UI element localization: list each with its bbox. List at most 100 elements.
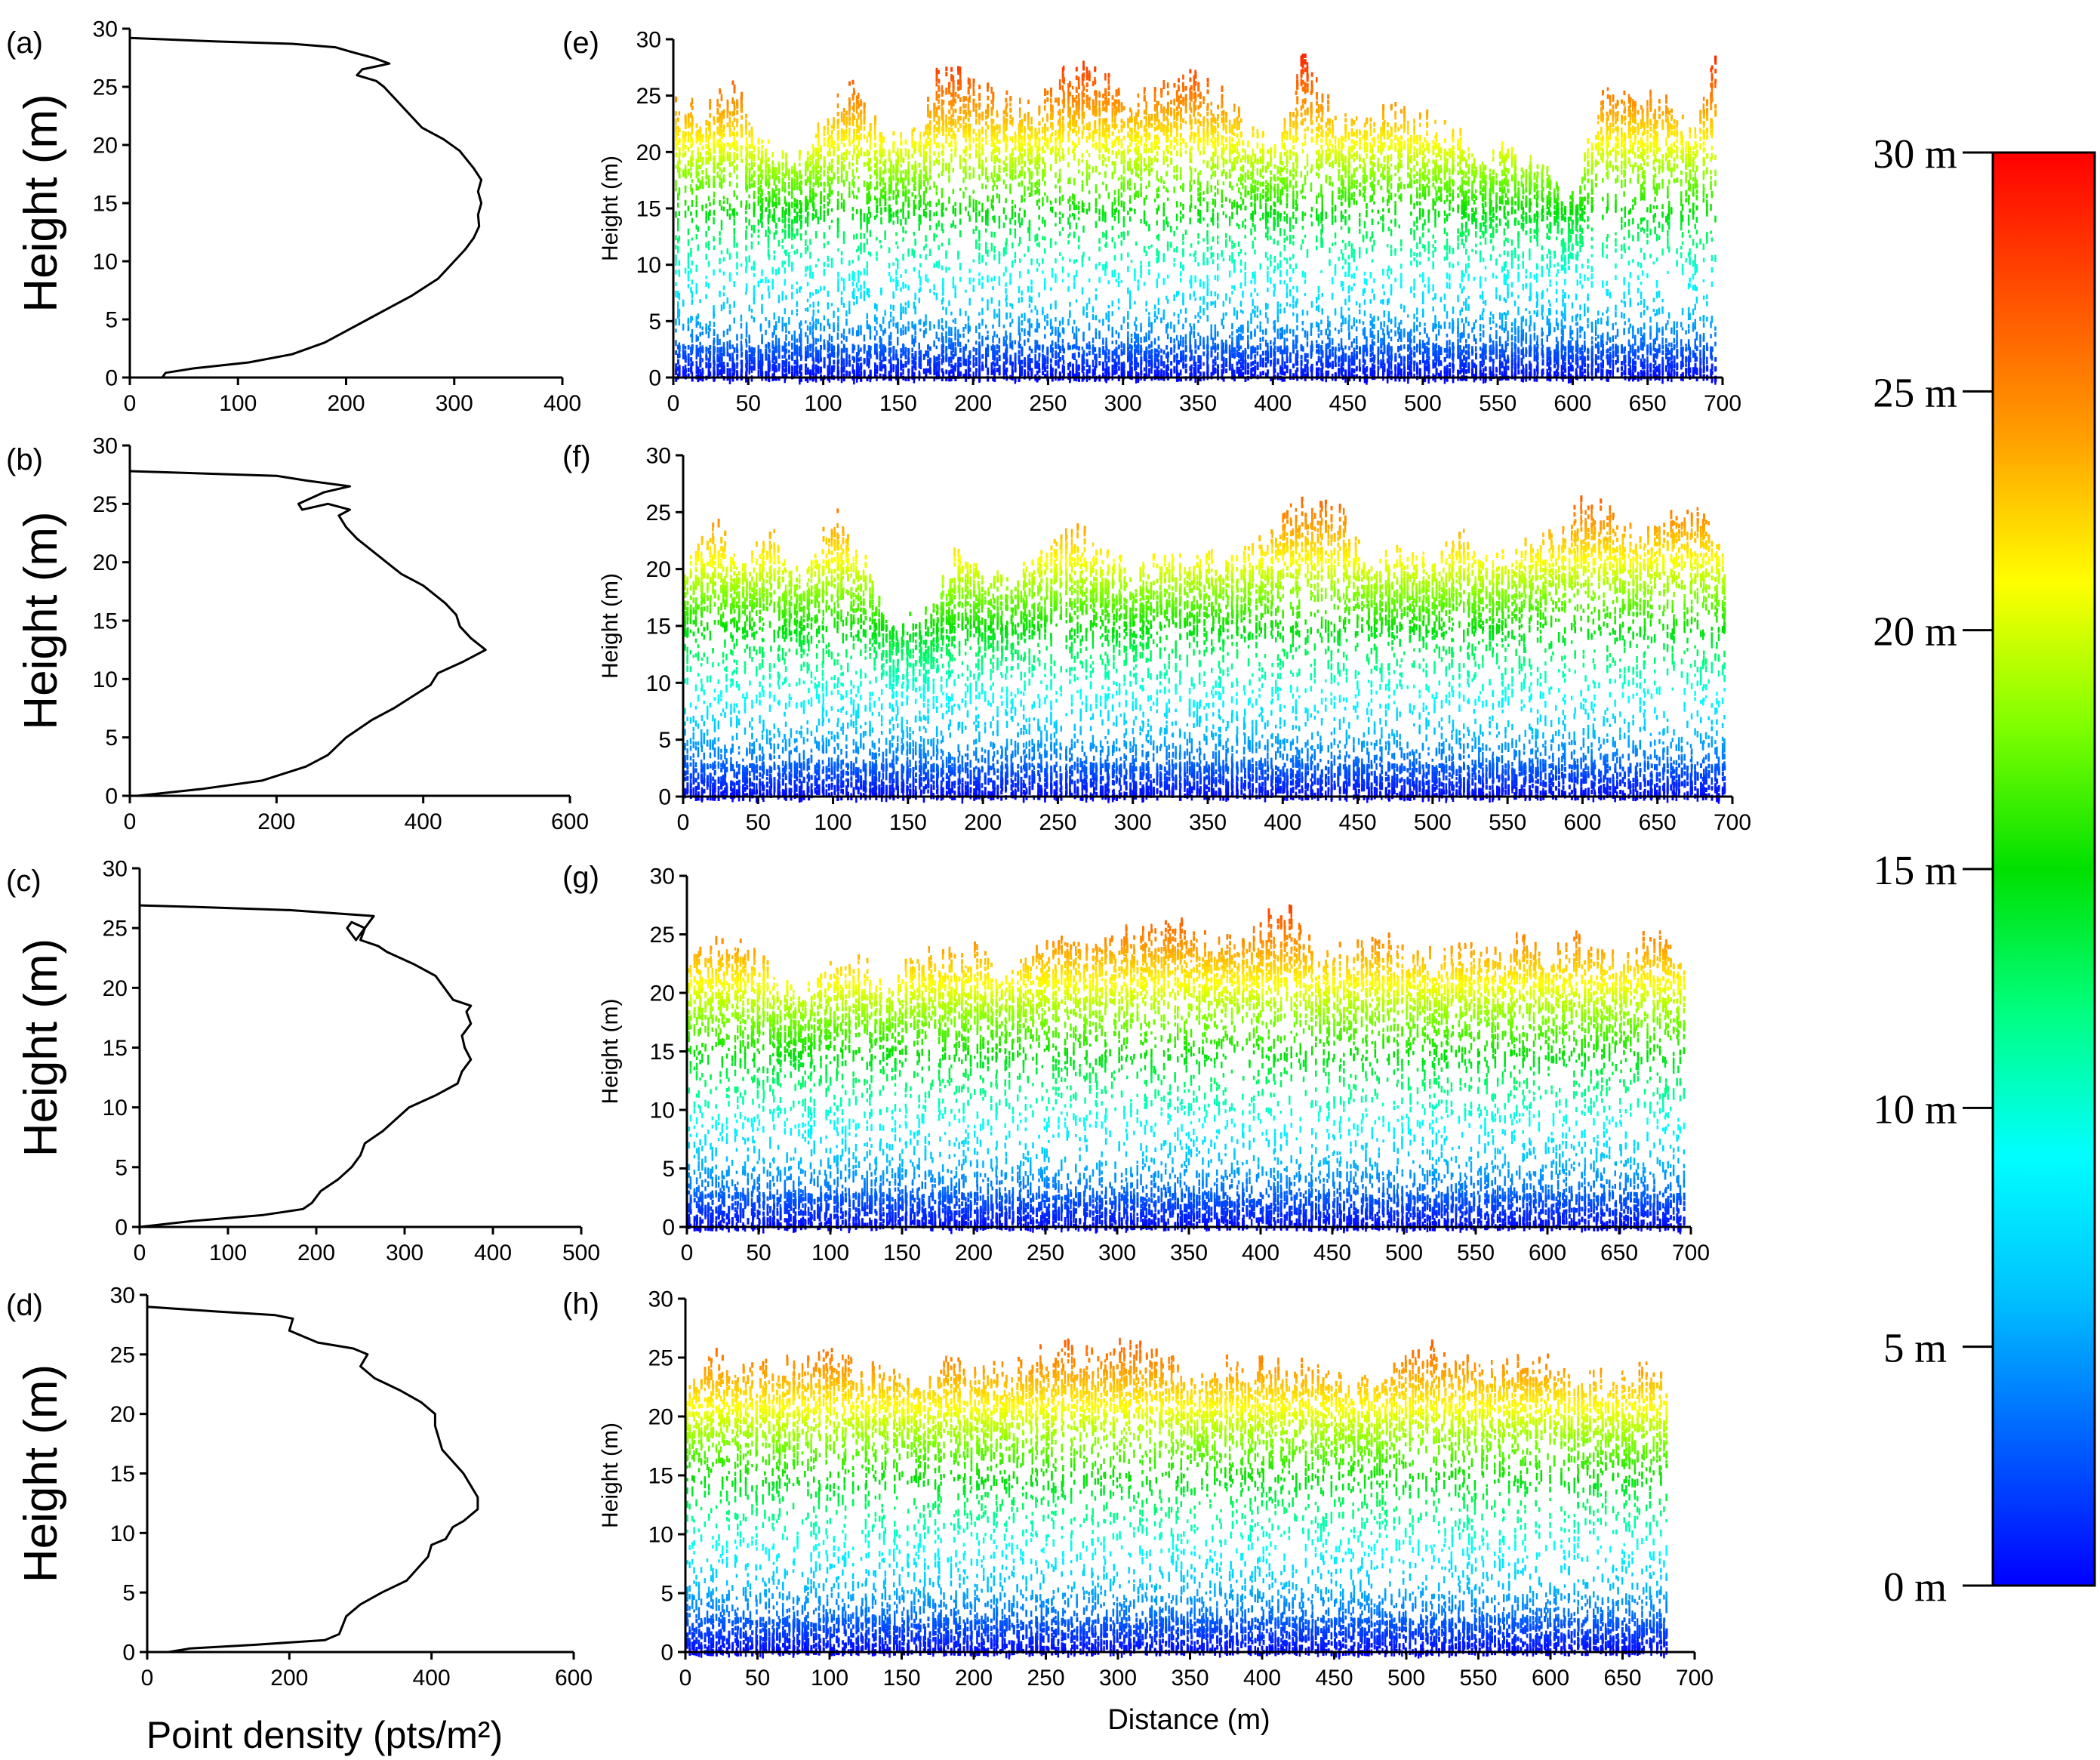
lidar-point bbox=[705, 211, 707, 216]
lidar-point bbox=[708, 196, 710, 201]
lidar-point bbox=[709, 362, 711, 367]
lidar-point bbox=[701, 182, 704, 186]
lidar-point bbox=[679, 309, 681, 313]
lidar-point bbox=[682, 143, 685, 147]
density-profile-line bbox=[130, 471, 485, 796]
profile-x-tick-label: 600 bbox=[551, 809, 589, 834]
lidar-point bbox=[691, 361, 694, 365]
profile-y-tick-label: 15 bbox=[103, 1036, 128, 1061]
profile-y-tick-label: 15 bbox=[110, 1462, 135, 1487]
lidar-point bbox=[691, 347, 694, 351]
lidar-point bbox=[688, 353, 690, 358]
lidar-point bbox=[697, 172, 700, 177]
lidar-point bbox=[675, 111, 677, 116]
lidar-point bbox=[705, 347, 707, 351]
lidar-point bbox=[682, 172, 685, 177]
lidar-point bbox=[705, 362, 707, 367]
lidar-point bbox=[675, 245, 677, 249]
lidar-point bbox=[713, 192, 716, 198]
lidar-point bbox=[688, 239, 690, 246]
lidar-point bbox=[709, 113, 711, 118]
lidar-point bbox=[699, 347, 701, 352]
lidar-point bbox=[708, 183, 710, 188]
lidar-point bbox=[701, 205, 704, 211]
profile-panel-1: (a)Height (m)0 100 200 300 400051015202530 bbox=[6, 17, 581, 417]
lidar-point bbox=[699, 154, 701, 159]
lidar-point bbox=[705, 120, 707, 125]
lidar-point bbox=[708, 138, 710, 143]
lidar-point bbox=[688, 328, 690, 331]
profile-y-tick-label: 30 bbox=[93, 17, 118, 42]
profile-y-tick-label: 10 bbox=[103, 1096, 128, 1120]
lidar-point bbox=[690, 367, 692, 371]
lidar-point bbox=[709, 328, 711, 331]
y-axis-label: Height (m) bbox=[15, 1364, 67, 1583]
lidar-point bbox=[705, 254, 707, 260]
lidar-point bbox=[675, 180, 677, 185]
lidar-point bbox=[688, 131, 690, 136]
lidar-point bbox=[688, 362, 690, 366]
lidar-point bbox=[709, 345, 711, 350]
lidar-point bbox=[675, 350, 677, 355]
lidar-point bbox=[675, 340, 677, 346]
lidar-point bbox=[696, 195, 698, 202]
panel-label: (c) bbox=[6, 865, 42, 898]
profile-y-tick-label: 15 bbox=[93, 609, 118, 634]
lidar-point bbox=[713, 356, 715, 361]
lidar-point bbox=[688, 270, 690, 278]
profile-y-tick-label: 5 bbox=[122, 1581, 135, 1606]
profile-y-tick-label: 25 bbox=[110, 1342, 135, 1367]
lidar-point bbox=[688, 117, 690, 122]
lidar-point bbox=[691, 291, 694, 299]
lidar-point bbox=[699, 322, 701, 328]
lidar-point bbox=[682, 300, 685, 307]
lidar-point bbox=[685, 268, 687, 274]
lidar-point bbox=[701, 331, 704, 335]
lidar-point bbox=[701, 370, 704, 375]
lidar-point bbox=[688, 147, 690, 152]
profile-x-tick-label: 0 bbox=[124, 809, 137, 834]
profile-y-tick-label: 20 bbox=[93, 550, 118, 575]
lidar-point bbox=[697, 245, 700, 251]
lidar-point bbox=[705, 133, 707, 137]
lidar-point bbox=[713, 245, 716, 250]
lidar-point bbox=[688, 264, 690, 269]
lidar-point bbox=[709, 351, 711, 356]
lidar-point bbox=[701, 157, 704, 162]
lidar-point bbox=[708, 283, 710, 288]
lidar-point bbox=[709, 122, 711, 128]
lidar-point bbox=[675, 187, 677, 191]
lidar-point bbox=[699, 342, 701, 345]
lidar-point bbox=[685, 211, 687, 218]
lidar-point bbox=[697, 313, 700, 319]
lidar-point bbox=[691, 157, 694, 162]
profile-panel-4: (d)Height (m)0 200 400 600051015202530 bbox=[6, 1284, 593, 1691]
lidar-point bbox=[677, 246, 679, 254]
lidar-point bbox=[675, 137, 677, 141]
lidar-point bbox=[697, 227, 700, 232]
density-profile-line bbox=[147, 1307, 478, 1652]
lidar-point bbox=[690, 134, 692, 139]
lidar-point bbox=[697, 153, 700, 156]
profile-y-tick-label: 10 bbox=[93, 667, 118, 692]
lidar-point bbox=[688, 253, 690, 258]
lidar-point bbox=[697, 178, 700, 183]
lidar-point bbox=[688, 284, 690, 288]
lidar-point bbox=[699, 134, 701, 138]
lidar-point bbox=[690, 269, 692, 274]
lidar-point bbox=[701, 326, 704, 330]
y-axis-label: Height (m) bbox=[15, 94, 67, 312]
lidar-point bbox=[677, 203, 679, 208]
lidar-point bbox=[705, 175, 707, 180]
lidar-point bbox=[679, 160, 681, 165]
lidar-point bbox=[682, 355, 685, 359]
lidar-point bbox=[699, 332, 701, 337]
lidar-point bbox=[685, 185, 687, 188]
lidar-point bbox=[697, 336, 700, 341]
lidar-point bbox=[691, 179, 694, 183]
lidar-point bbox=[713, 202, 715, 205]
lidar-point bbox=[691, 188, 694, 195]
profile-x-tick-label: 400 bbox=[474, 1241, 512, 1265]
lidar-point bbox=[713, 116, 715, 121]
profile-x-tick-label: 200 bbox=[270, 1666, 308, 1691]
